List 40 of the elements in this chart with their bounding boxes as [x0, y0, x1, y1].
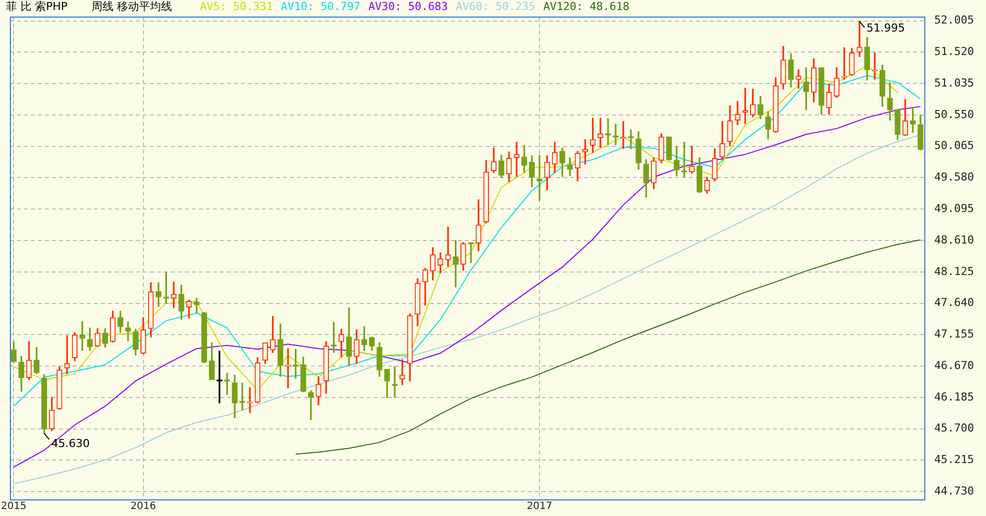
text: AV5: 50.331 — [200, 0, 273, 13]
y-tick-label: 48.610 — [934, 233, 974, 246]
candlestick — [598, 118, 604, 148]
text: AV60: 50.235 — [456, 0, 536, 13]
x-tick-label: 2016 — [130, 500, 156, 512]
y-tick-label: 51.035 — [934, 76, 974, 90]
candlestick — [224, 372, 230, 395]
candlestick — [536, 154, 542, 201]
chart-title: 菲 比 索PHP — [6, 0, 68, 13]
y-tick-label: 46.670 — [934, 358, 974, 372]
y-tick-label: 49.580 — [934, 170, 974, 184]
y-tick-label: 47.640 — [934, 296, 974, 310]
annotation: 45.630 — [51, 437, 90, 450]
y-tick-label: 46.185 — [934, 390, 974, 404]
candlestick — [216, 350, 222, 404]
text: AV30: 50.683 — [368, 0, 448, 13]
x-tick-label: 2017 — [526, 500, 552, 512]
annotation: 51.995 — [866, 21, 905, 34]
text: AV10: 50.797 — [280, 0, 360, 13]
candlestick — [247, 387, 253, 414]
y-tick-label: 48.125 — [934, 264, 974, 278]
candlestick — [445, 226, 451, 267]
y-tick-label: 51.520 — [934, 45, 974, 58]
y-tick-label: 52.005 — [934, 14, 974, 27]
y-tick-label: 49.095 — [934, 202, 974, 215]
candlestick — [156, 282, 162, 307]
candlestick — [64, 335, 70, 374]
y-tick-label: 45.215 — [934, 453, 974, 466]
candlestick — [125, 322, 131, 342]
candlestick — [856, 21, 862, 58]
y-tick-label: 47.155 — [934, 328, 974, 341]
candlestick — [605, 118, 611, 146]
candlestick — [567, 157, 573, 176]
y-tick-label: 44.730 — [934, 484, 974, 498]
x-tick-label: 2015 — [1, 500, 26, 512]
y-tick-label: 50.065 — [934, 139, 974, 152]
text: AV120: 48.618 — [543, 0, 630, 13]
y-tick-label: 45.700 — [934, 422, 974, 435]
y-tick-label: 50.550 — [934, 108, 974, 121]
chart-subtitle: 周线 移动平均线 — [92, 0, 172, 13]
